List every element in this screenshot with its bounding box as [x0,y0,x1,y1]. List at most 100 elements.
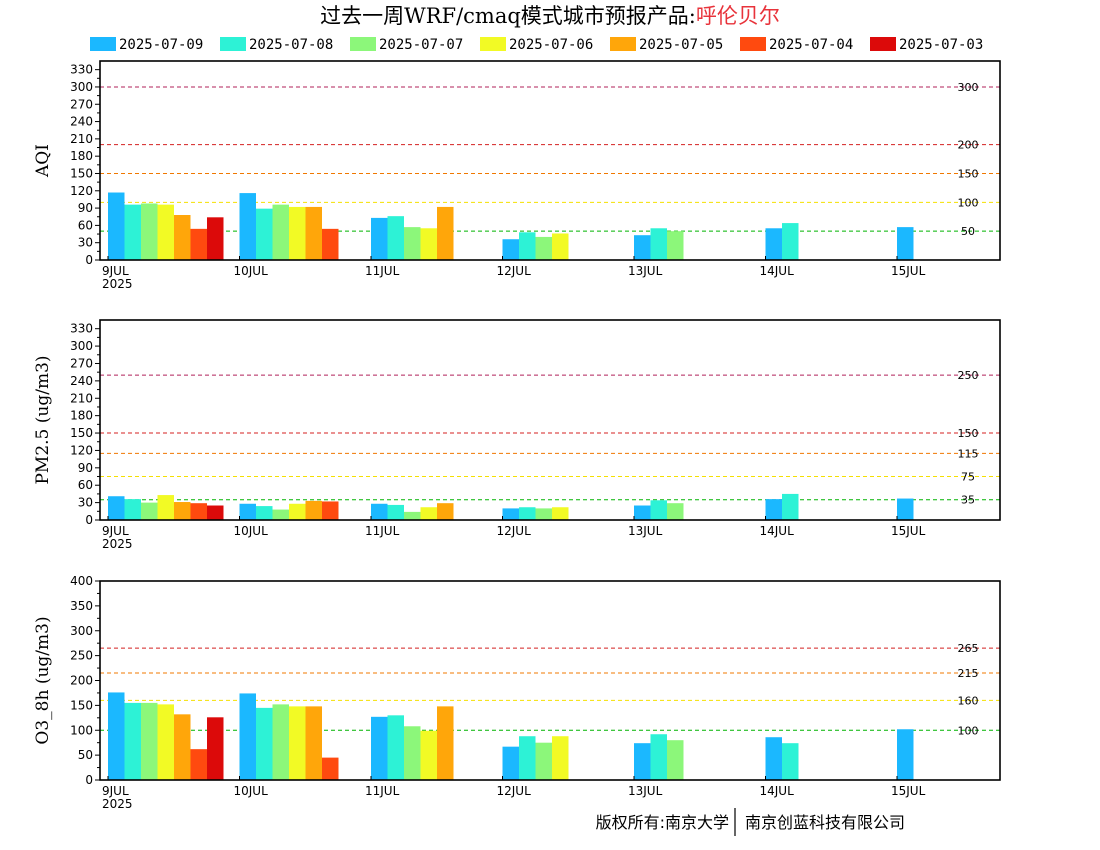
bar [502,746,519,780]
threshold-label: 300 [958,81,979,94]
y-tick-label: 350 [70,599,93,613]
y-tick-label: 120 [70,443,93,457]
threshold-label: 35 [961,494,975,507]
y-tick-label: 100 [70,723,93,737]
bar [289,706,306,780]
bar [420,507,437,520]
x-tick-label: 14JUL [760,524,795,538]
y-tick-label: 200 [70,674,93,688]
legend-label: 2025-07-05 [639,37,723,53]
bar [322,757,339,780]
bar [552,233,569,260]
threshold-label: 100 [958,724,979,737]
y-tick-label: 240 [70,115,93,129]
x-tick-label: 13JUL [628,784,663,798]
y-tick-label: 90 [78,461,93,475]
bar [124,499,141,520]
x-tick-label: 11JUL [365,784,400,798]
bar [667,503,684,520]
y-tick-label: 270 [70,356,93,370]
legend-label: 2025-07-04 [769,37,853,53]
x-tick-label: 15JUL [891,524,926,538]
legend-label: 2025-07-08 [249,37,333,53]
bar [420,228,437,260]
bar [124,702,141,780]
x-tick-label: 15JUL [891,264,926,278]
bar [765,499,782,520]
bar [141,502,158,520]
bar [239,693,256,780]
threshold-label: 250 [958,369,979,382]
y-axis-label: AQI [33,144,53,178]
bar [502,508,519,520]
y-axis-label: O3_8h (ug/m3) [33,616,53,744]
bar [897,729,914,780]
bar [502,239,519,260]
chart-panel: 0 30 60 90 120 150 180 210 240 270 300 330 AQI 300 200… [33,60,1001,291]
bar [239,503,256,520]
bar [765,737,782,780]
bar [174,502,191,520]
x-tick-label: 12JUL [497,264,532,278]
footer-company: 南京创蓝科技有限公司 [745,813,905,832]
bar [782,743,799,780]
footer-copyright: 版权所有:南京大学 [596,813,729,832]
y-tick-label: 180 [70,409,93,423]
bar [141,203,158,260]
legend-swatch [740,37,766,51]
x-tick-label: 12JUL [497,784,532,798]
bar [535,508,552,520]
footer: 版权所有:南京大学 南京创蓝科技有限公司 [596,808,905,836]
y-tick-label: 180 [70,149,93,163]
bar [108,692,125,780]
y-tick-label: 400 [70,574,93,588]
x-tick-year: 2025 [102,277,133,291]
bar [667,231,684,260]
bar [387,216,404,260]
bar [519,736,536,780]
bar [272,509,289,520]
y-tick-label: 60 [78,218,93,232]
bar [256,208,273,260]
bar [519,507,536,520]
legend-swatch [480,37,506,51]
bar [272,204,289,260]
bar [256,707,273,780]
bar [239,193,256,260]
bar [650,734,667,780]
y-tick-label: 0 [85,773,93,787]
bar [108,496,125,520]
bar [782,493,799,520]
x-tick-label: 15JUL [891,784,926,798]
threshold-label: 150 [958,167,979,180]
bar [634,505,651,520]
x-tick-label: 12JUL [497,524,532,538]
bar [174,714,191,780]
bar [634,743,651,780]
bar [387,715,404,780]
bar [782,223,799,260]
y-tick-label: 90 [78,201,93,215]
bar [437,206,454,260]
y-tick-label: 0 [85,253,93,267]
legend-label: 2025-07-06 [509,37,593,53]
y-tick-label: 240 [70,374,93,388]
bar [650,500,667,520]
y-tick-label: 0 [85,513,93,527]
bar [190,503,207,520]
x-tick-label: 10JUL [234,264,269,278]
bar [437,706,454,780]
bar [650,228,667,260]
x-tick-label: 9JUL [102,264,129,278]
bar [108,192,125,260]
bar [124,204,141,260]
y-tick-label: 300 [70,624,93,638]
x-tick-year: 2025 [102,797,133,811]
y-tick-label: 250 [70,649,93,663]
x-tick-label: 13JUL [628,524,663,538]
bar [256,506,273,520]
bar [897,498,914,520]
bar [305,500,322,520]
legend-swatch [610,37,636,51]
y-tick-label: 30 [78,236,93,250]
